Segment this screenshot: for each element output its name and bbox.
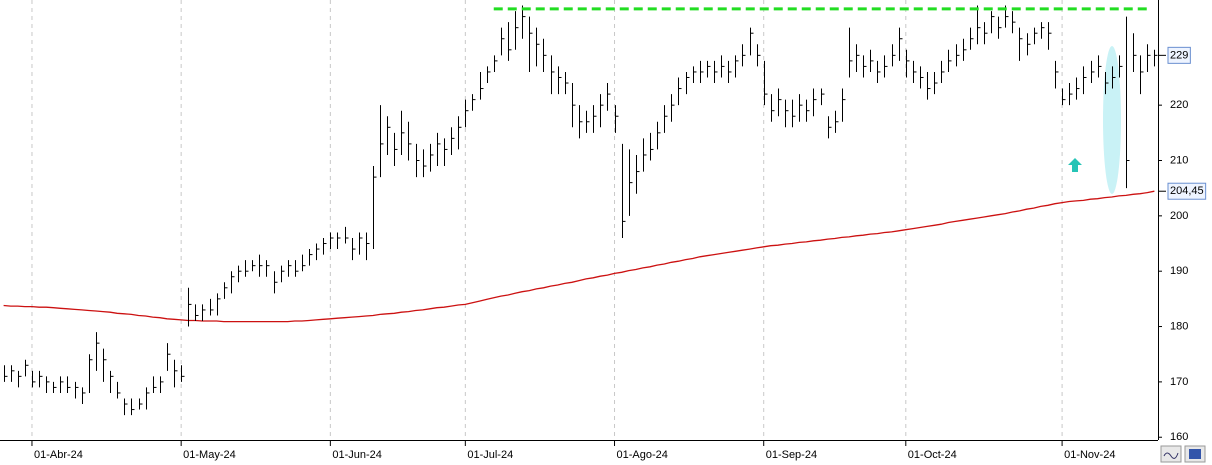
y-tick-label: 160 [1170, 431, 1188, 443]
tool-button[interactable] [1160, 445, 1182, 463]
save-icon [1189, 449, 1201, 459]
x-tick-label: 01-Ago-24 [617, 449, 668, 461]
x-tick-label: 01-Sep-24 [766, 449, 817, 461]
y-tick-label: 210 [1170, 154, 1188, 166]
y-tick-label: 190 [1170, 265, 1188, 277]
price-label: 204,45 [1170, 185, 1204, 197]
x-tick-label: 01-Abr-24 [34, 449, 83, 461]
price-label-box [1167, 182, 1207, 200]
x-tick-label: 01-Jul-24 [467, 449, 513, 461]
y-tick-label: 220 [1170, 99, 1188, 111]
y-tick-label: 170 [1170, 376, 1188, 388]
y-tick-label: 180 [1170, 320, 1188, 332]
x-tick-label: 01-Oct-24 [908, 449, 957, 461]
up-arrow [1068, 158, 1082, 172]
price-label-box [1167, 46, 1191, 64]
y-tick-label: 200 [1170, 210, 1188, 222]
price-label: 229 [1170, 49, 1188, 61]
plot-layer: 160 170 180 190 200 210 220 01-Abr-24 01-May-24 0… [3, 0, 1207, 461]
tool-icon [1163, 452, 1179, 459]
x-tick-label: 01-Jun-24 [332, 449, 382, 461]
x-tick-label: 01-Nov-24 [1064, 449, 1115, 461]
x-tick-label: 01-May-24 [183, 449, 236, 461]
